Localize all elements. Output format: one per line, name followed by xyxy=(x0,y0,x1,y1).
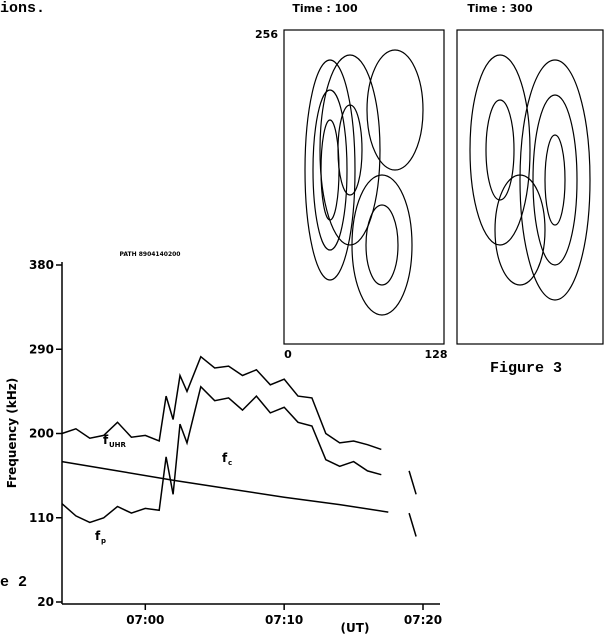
series-line xyxy=(61,385,417,537)
annotation-subscript: UHR xyxy=(109,441,127,449)
annotation: f xyxy=(222,451,228,465)
x-axis-label: (UT) xyxy=(341,621,370,635)
x-tick-label: 07:20 xyxy=(404,613,442,627)
x-min-label: 0 xyxy=(284,348,292,361)
x-tick-label: 07:00 xyxy=(126,613,164,627)
annotation-subscript: c xyxy=(228,459,232,467)
annotation: f xyxy=(95,529,101,543)
chart-title: PATH 8904140200 xyxy=(120,251,181,258)
x-max-label: 128 xyxy=(425,348,448,361)
y-tick-label: 290 xyxy=(29,342,54,356)
contour-panel xyxy=(283,29,445,345)
y-tick-label: 20 xyxy=(37,595,54,609)
y-tick-label: 200 xyxy=(29,427,54,441)
series-line xyxy=(61,355,417,495)
panel-title: Time : 100 xyxy=(292,2,358,15)
y-max-label: 256 xyxy=(255,28,278,41)
panel-title: Time : 300 xyxy=(467,2,533,15)
contour-panel xyxy=(456,29,604,345)
annotation: f xyxy=(103,433,109,447)
y-tick-label: 110 xyxy=(29,511,54,525)
series-line xyxy=(61,460,389,513)
y-axis-label: Frequency (kHz) xyxy=(5,378,19,488)
figure-caption: Figure 3 xyxy=(490,360,562,377)
x-tick-label: 07:10 xyxy=(265,613,303,627)
figure-fragment: e 2 xyxy=(0,574,27,591)
caption-fragment: ions. xyxy=(0,0,45,17)
y-tick-label: 380 xyxy=(29,258,54,272)
annotation-subscript: p xyxy=(101,537,106,545)
